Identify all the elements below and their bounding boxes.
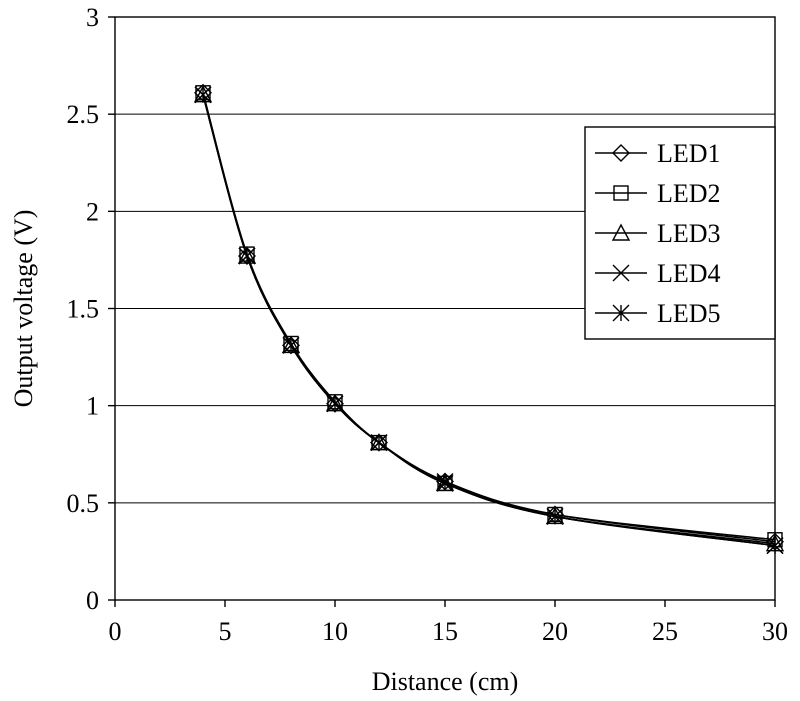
legend-item: LED4 xyxy=(595,259,721,288)
data-point xyxy=(766,537,784,555)
y-tick-label: 1.5 xyxy=(67,295,100,324)
data-point xyxy=(238,247,256,265)
legend-marker-icon xyxy=(612,264,630,282)
legend-item: LED5 xyxy=(595,299,721,328)
series-led5 xyxy=(194,86,784,555)
x-tick-label: 10 xyxy=(322,617,348,646)
y-tick-label: 3 xyxy=(86,3,99,32)
legend-label: LED2 xyxy=(657,179,721,208)
y-tick-label: 0.5 xyxy=(67,489,100,518)
legend-label: LED5 xyxy=(657,299,721,328)
y-axis-title: Output voltage (V) xyxy=(9,210,38,408)
legend-label: LED4 xyxy=(657,259,721,288)
legend: LED1 LED2 LED3 LED4 LED5 xyxy=(584,126,776,340)
axes: 00.511.522.530 5 10 15 20 25 30 xyxy=(67,3,789,646)
x-tick-label: 20 xyxy=(542,617,568,646)
y-tick-label: 2 xyxy=(86,197,99,226)
data-point xyxy=(282,336,300,354)
x-tick-label: 25 xyxy=(652,617,678,646)
series-group xyxy=(193,83,785,555)
y-tick-label: 1 xyxy=(86,392,99,421)
legend-marker-icon xyxy=(613,185,629,201)
x-tick-label: 15 xyxy=(432,617,458,646)
x-tick-label: 0 xyxy=(109,617,122,646)
legend-item: LED3 xyxy=(595,219,721,248)
x-tick-label: 5 xyxy=(219,617,232,646)
data-point xyxy=(546,507,564,525)
legend-marker-icon xyxy=(612,304,630,322)
y-tick-label: 0 xyxy=(86,586,99,615)
x-tick-label: 30 xyxy=(762,617,788,646)
data-point xyxy=(194,86,212,104)
data-point xyxy=(326,395,344,413)
legend-item: LED1 xyxy=(595,139,721,168)
legend-label: LED1 xyxy=(657,139,721,168)
x-axis-title: Distance (cm) xyxy=(372,667,519,696)
y-tick-label: 2.5 xyxy=(67,100,100,129)
legend-item: LED2 xyxy=(595,179,721,208)
data-point xyxy=(436,472,454,490)
legend-marker-icon xyxy=(611,223,631,241)
data-point xyxy=(370,434,388,452)
legend-label: LED3 xyxy=(657,219,721,248)
legend-marker-icon xyxy=(612,144,630,162)
